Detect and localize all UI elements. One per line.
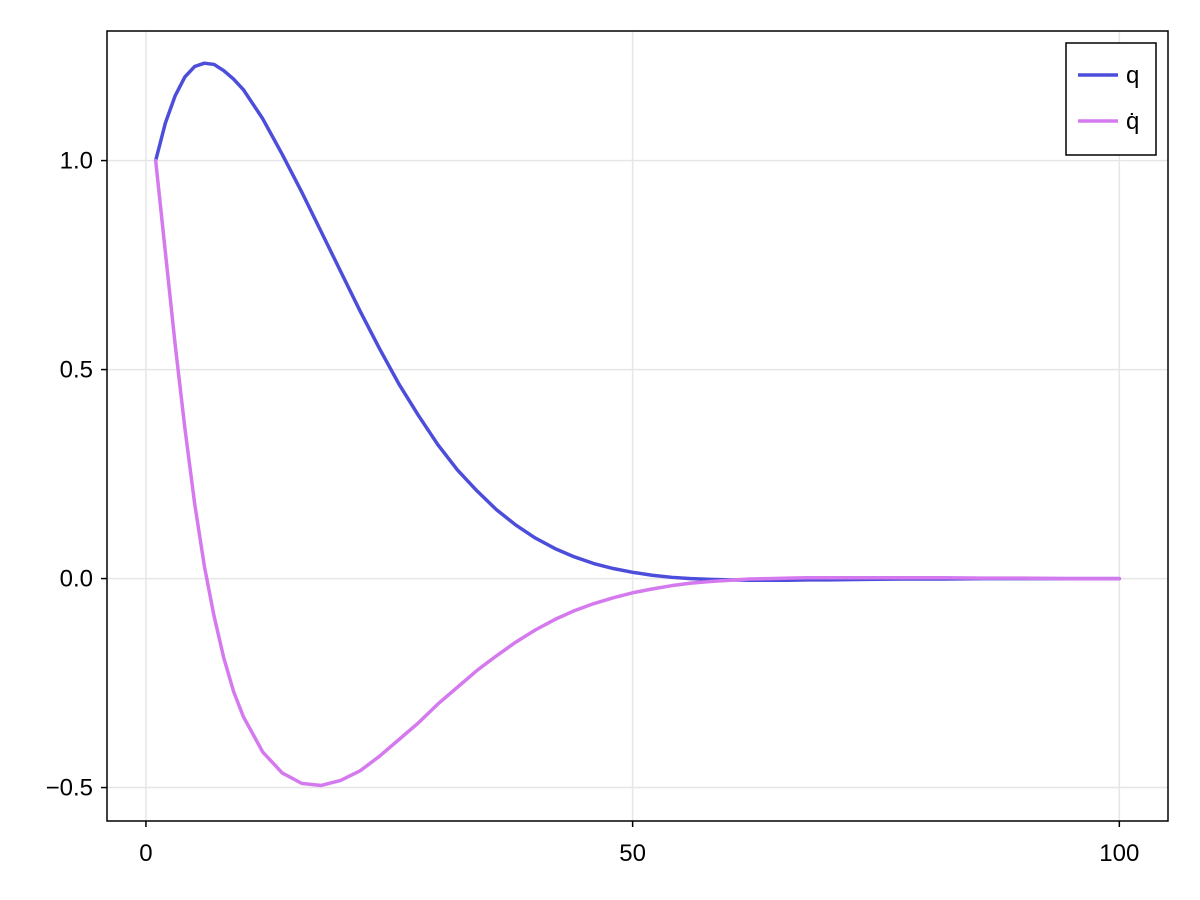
legend: q q̇ [1065, 42, 1157, 156]
series-lines [153, 61, 1122, 788]
plot-frame [106, 30, 1169, 822]
axis-ticks: 0 50 100 −0.5 0.0 0.5 1.0 [46, 148, 1140, 867]
y-tick-label: 1.0 [60, 148, 93, 175]
series-line-1 [153, 158, 1122, 788]
legend-box [1065, 42, 1157, 156]
x-tick-label: 0 [139, 840, 152, 867]
series-line-0 [153, 61, 1122, 582]
y-tick-label: −0.5 [46, 775, 93, 802]
y-tick-label: 0.5 [60, 357, 93, 384]
x-tick-label: 100 [1099, 840, 1139, 867]
legend-label-0: q [1126, 62, 1139, 89]
y-tick-label: 0.0 [60, 566, 93, 593]
x-tick-label: 50 [619, 840, 646, 867]
legend-label-1: q̇ [1126, 108, 1139, 135]
